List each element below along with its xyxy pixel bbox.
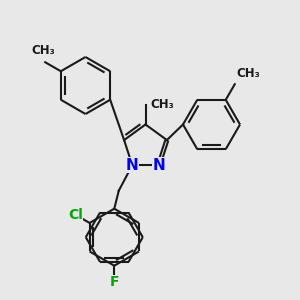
Text: N: N: [152, 158, 165, 173]
Text: CH₃: CH₃: [236, 67, 260, 80]
Text: F: F: [110, 275, 119, 289]
Text: CH₃: CH₃: [32, 44, 56, 57]
Text: Cl: Cl: [68, 208, 83, 222]
Text: CH₃: CH₃: [150, 98, 174, 112]
Text: N: N: [126, 158, 139, 173]
